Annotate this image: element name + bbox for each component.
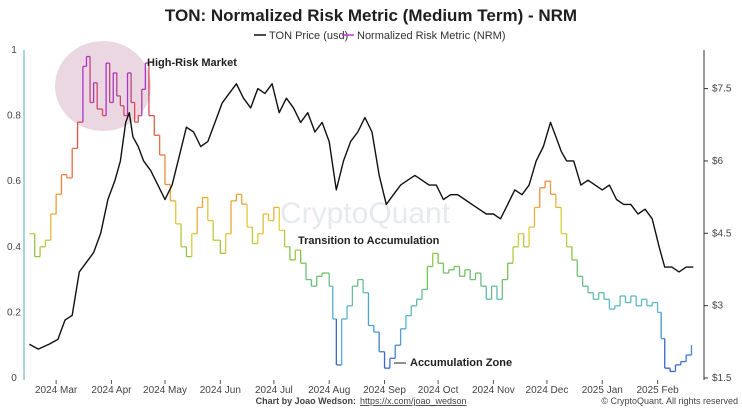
x-tick-label: 2024 Jun <box>200 385 241 396</box>
right-tick-label: $3 <box>712 301 724 312</box>
footer-link[interactable]: https://x.com/joao_wedson <box>360 396 467 406</box>
annotation-transition: Transition to Accumulation <box>298 235 440 247</box>
x-tick-label: 2024 Dec <box>526 385 569 396</box>
left-axis-ticks: 0 0.2 0.4 0.6 0.8 1 <box>7 45 21 384</box>
footer: Chart by Joao Wedson: https://x.com/joao… <box>256 396 738 406</box>
left-tick-label: 0.2 <box>7 307 21 318</box>
left-tick-label: 0.4 <box>7 242 21 253</box>
x-tick-label: 2024 Nov <box>472 385 515 396</box>
x-tick-label: 2024 Sep <box>363 385 406 396</box>
legend-label-nrm: Normalized Risk Metric (NRM) <box>357 30 506 42</box>
chart-title: TON: Normalized Risk Metric (Medium Term… <box>165 6 577 25</box>
x-tick-label: 2024 Mar <box>35 385 78 396</box>
annotation-high-risk: High-Risk Market <box>147 57 237 69</box>
left-tick-label: 0.8 <box>7 111 21 122</box>
x-tick-label: 2024 Apr <box>91 385 132 396</box>
watermark: CryptoQuant <box>280 197 451 230</box>
footer-copyright: © CryptoQuant. All rights reserved <box>601 396 738 406</box>
annotation-accumulation: Accumulation Zone <box>410 357 512 369</box>
x-tick-label: 2024 May <box>143 385 187 396</box>
x-tick-label: 2025 Feb <box>636 385 679 396</box>
legend: TON Price (usd) Normalized Risk Metric (… <box>254 30 506 42</box>
nrm-series <box>29 55 693 373</box>
x-tick-label: 2024 Jul <box>255 385 293 396</box>
footer-credit: Chart by Joao Wedson: <box>256 396 356 406</box>
right-tick-label: $4.5 <box>712 228 732 239</box>
left-tick-label: 0.6 <box>7 176 21 187</box>
price-line <box>29 83 694 350</box>
left-tick-label: 0 <box>11 373 17 384</box>
left-tick-label: 1 <box>11 45 17 56</box>
right-tick-label: $1.5 <box>712 373 732 384</box>
right-tick-label: $6 <box>712 156 724 167</box>
x-tick-label: 2024 Oct <box>418 385 459 396</box>
x-tick-label: 2025 Jan <box>582 385 623 396</box>
right-axis-ticks: $1.5 $3 $4.5 $6 $7.5 <box>704 84 732 384</box>
high-risk-highlight <box>55 41 151 131</box>
right-tick-label: $7.5 <box>712 84 732 95</box>
legend-label-price: TON Price (usd) <box>269 30 348 42</box>
x-axis-ticks: 2024 Mar 2024 Apr 2024 May 2024 Jun 2024 Jul… <box>35 380 679 396</box>
x-tick-label: 2024 Aug <box>308 385 350 396</box>
price-series <box>29 83 694 350</box>
